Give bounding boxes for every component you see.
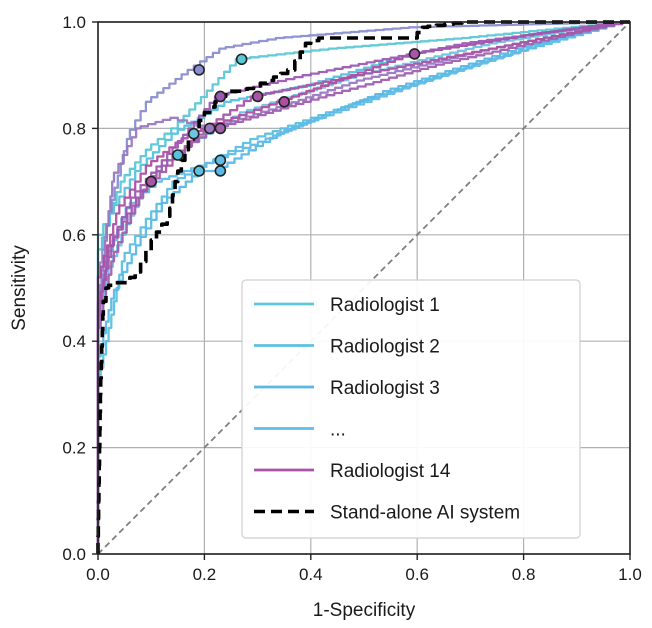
tick-labels: 0.0 0.2 0.4 0.6 0.8 1.0 0.0 0.2 0.4 0.6 0.8 1.0 [62,13,641,584]
radiologist-roc-curve-1 [96,20,630,554]
radiologist-roc-curve-12 [96,20,630,554]
ai-system-layer [96,20,630,554]
legend-label: Radiologist 14 [330,461,451,482]
x-tick-label: 1.0 [618,565,642,584]
radiologist-operating-point [145,175,157,188]
x-tick-label: 0.6 [405,565,429,584]
legend-label: Stand-alone AI system [330,503,520,524]
radiologist-roc-curve-7 [96,20,630,554]
y-tick-label: 0.2 [62,439,86,458]
operating-points-layer [145,48,421,188]
x-axis-title: 1-Specificity [313,600,416,621]
radiologist-operating-point [193,64,205,76]
radiologist-roc-curve-11 [96,20,630,554]
chance-diagonal-line [97,21,631,555]
radiologist-operating-point [214,154,227,167]
radiologist-operating-point [214,165,227,177]
legend-box [241,279,581,539]
radiologist-operating-point [214,122,227,135]
radiologist-operating-point [278,96,291,108]
legend-label: Radiologist 1 [330,295,440,316]
x-tick-label: 0.4 [299,565,323,584]
legend-label: ... [330,420,346,441]
y-tick-label: 0.0 [62,545,86,564]
chance-line-layer [97,21,631,555]
y-tick-label: 0.6 [62,226,86,245]
x-tick-label: 0.0 [86,565,110,584]
radiologist-operating-point [251,90,264,103]
x-tick-label: 0.8 [512,565,536,584]
y-tick-label: 0.8 [62,119,86,138]
radiologist-operating-point [172,149,184,161]
radiologist-operating-point [193,165,205,177]
radiologist-roc-curve-2 [96,20,630,554]
legend-label: Radiologist 3 [330,378,440,399]
y-tick-label: 1.0 [62,13,86,32]
radiologist-operating-point [408,48,421,60]
legend: Radiologist 1 Radiologist 2 Radiologist 3.… [241,279,581,539]
radiologist-operating-point [203,122,216,135]
y-tick-label: 0.4 [62,332,86,351]
radiologist-operating-point [235,53,248,66]
radiologist-roc-curve-9 [96,20,630,554]
series-layer [96,20,630,554]
ai-system-roc-curve [96,20,630,554]
legend-label: Radiologist 2 [330,337,440,358]
radiologist-operating-point [187,127,200,140]
plot-frame [97,21,631,555]
y-axis-title: Sensitivity [9,245,30,331]
radiologist-operating-point [214,90,227,103]
x-tick-label: 0.2 [193,565,217,584]
